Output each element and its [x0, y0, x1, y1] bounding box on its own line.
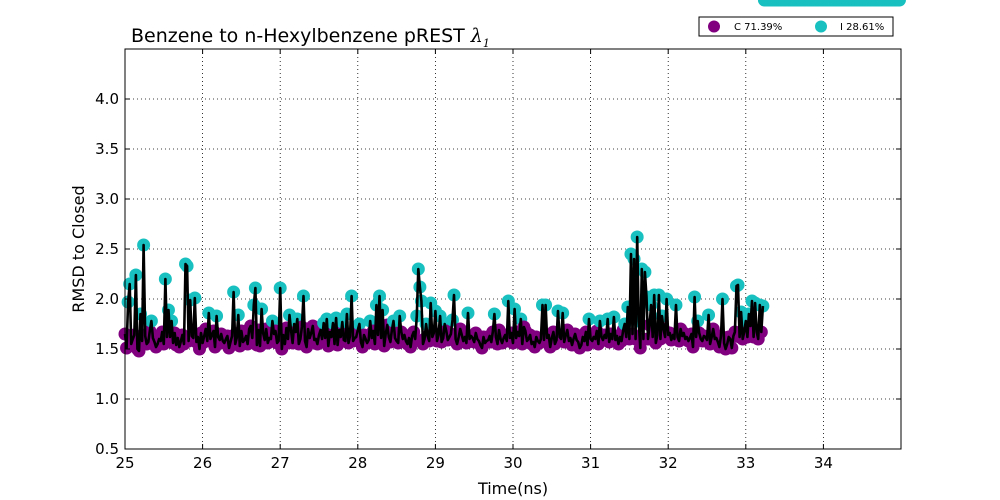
x-tick-label: 28	[348, 454, 367, 472]
y-axis-label: RMSD to Closed	[69, 185, 88, 312]
legend: C 71.39% I 28.61%	[698, 16, 894, 37]
x-tick-label: 31	[581, 454, 600, 472]
y-tick-label: 4.0	[95, 90, 119, 108]
y-tick-label: 2.0	[95, 290, 119, 308]
x-tick-label: 34	[814, 454, 833, 472]
y-tick-label: 2.5	[95, 240, 119, 258]
legend-label-closed: C 71.39%	[734, 22, 782, 33]
y-tick-label: 1.5	[95, 340, 119, 358]
legend-box	[698, 16, 894, 37]
x-tick-label: 32	[659, 454, 678, 472]
x-tick-label: 29	[426, 454, 445, 472]
y-tick-label: 3.5	[95, 140, 119, 158]
y-tick-label: 0.5	[95, 440, 119, 458]
legend-label-intermediate: I 28.61%	[840, 22, 884, 33]
rmsd-trace-line	[123, 235, 765, 353]
legend-marker-closed	[708, 20, 720, 33]
x-tick-label: 25	[115, 454, 134, 472]
chart-title: Benzene to n-Hexylbenzene pREST λ1	[131, 25, 490, 50]
y-tick-label: 1.0	[95, 390, 119, 408]
legend-marker-intermediate	[815, 20, 827, 33]
y-tick-label: 3.0	[95, 190, 119, 208]
x-tick-label: 33	[736, 454, 755, 472]
data-point-intermediate	[892, 0, 906, 7]
x-axis-label: Time(ns)	[477, 479, 548, 498]
x-tick-label: 30	[503, 454, 522, 472]
axis-ticks: 25 26 27 28 29 30 31 32 33 34 0.5 1.0 1.5 2.0 2.5 3.0 3.…	[95, 49, 901, 472]
x-tick-label: 26	[193, 454, 212, 472]
x-tick-label: 27	[271, 454, 290, 472]
